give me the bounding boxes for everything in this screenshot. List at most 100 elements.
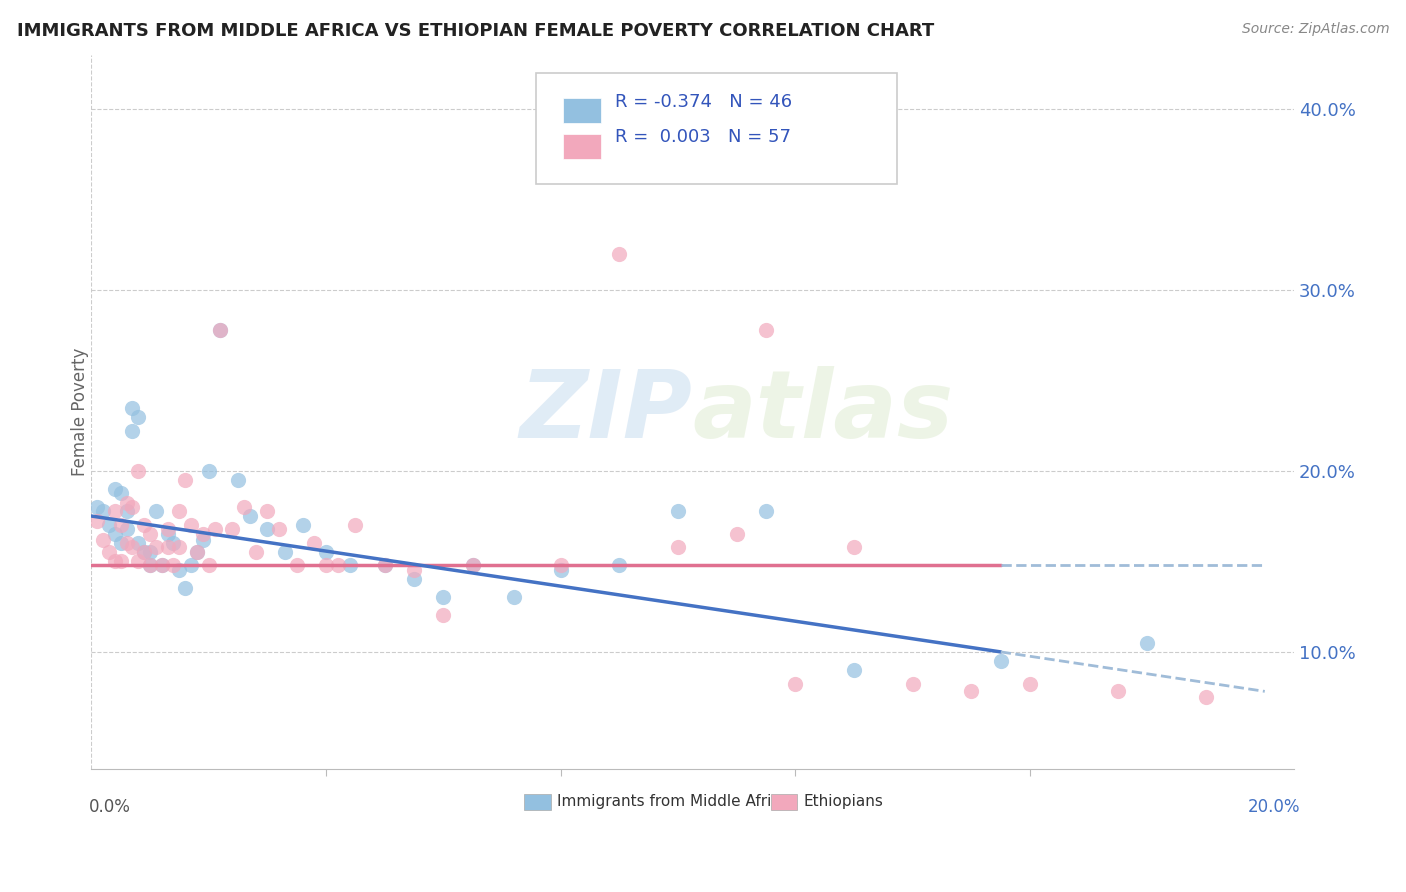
Point xyxy=(150,558,173,572)
Point xyxy=(239,509,262,524)
Point xyxy=(245,545,267,559)
Point xyxy=(162,536,184,550)
Point xyxy=(304,536,326,550)
Point xyxy=(990,654,1012,668)
Point xyxy=(139,545,162,559)
Point xyxy=(785,677,807,691)
Point xyxy=(156,527,179,541)
Point xyxy=(121,540,143,554)
Point xyxy=(609,247,631,261)
Point xyxy=(104,527,127,541)
Text: Source: ZipAtlas.com: Source: ZipAtlas.com xyxy=(1241,22,1389,37)
Point xyxy=(755,503,778,517)
Point xyxy=(145,503,167,517)
FancyBboxPatch shape xyxy=(770,794,797,810)
Point xyxy=(174,582,197,596)
Point xyxy=(461,558,484,572)
Point xyxy=(127,536,149,550)
Point xyxy=(232,500,254,514)
Point xyxy=(115,503,138,517)
Point xyxy=(134,518,156,533)
Text: R =  0.003   N = 57: R = 0.003 N = 57 xyxy=(614,128,790,146)
Point xyxy=(274,545,297,559)
Point xyxy=(174,473,197,487)
Point xyxy=(115,496,138,510)
Point xyxy=(186,545,208,559)
Point xyxy=(121,401,143,415)
Point xyxy=(115,536,138,550)
Point xyxy=(145,540,167,554)
Point xyxy=(285,558,308,572)
Point xyxy=(315,558,337,572)
Point xyxy=(374,558,396,572)
Point xyxy=(204,522,226,536)
Point xyxy=(550,563,572,577)
Text: 20.0%: 20.0% xyxy=(1247,797,1301,815)
Point xyxy=(402,572,425,586)
Point xyxy=(110,554,132,568)
Text: Immigrants from Middle Africa: Immigrants from Middle Africa xyxy=(557,795,789,809)
Point xyxy=(221,522,243,536)
Point xyxy=(256,522,278,536)
Point xyxy=(197,464,219,478)
Point xyxy=(169,563,191,577)
Text: atlas: atlas xyxy=(693,366,955,458)
Point xyxy=(209,323,232,337)
Text: Ethiopians: Ethiopians xyxy=(803,795,883,809)
Point xyxy=(666,540,689,554)
Point xyxy=(326,558,349,572)
Point xyxy=(121,424,143,438)
Point xyxy=(169,503,191,517)
Point xyxy=(180,518,202,533)
Point xyxy=(104,554,127,568)
Point xyxy=(209,323,232,337)
Point xyxy=(104,482,127,496)
Point xyxy=(1136,635,1159,649)
Text: ZIP: ZIP xyxy=(520,366,693,458)
Point xyxy=(156,540,179,554)
Point xyxy=(139,527,162,541)
Point xyxy=(197,558,219,572)
Point xyxy=(156,522,179,536)
Point xyxy=(432,608,454,623)
Point xyxy=(1019,677,1042,691)
Point xyxy=(169,540,191,554)
Point xyxy=(191,533,214,547)
Point xyxy=(127,464,149,478)
Y-axis label: Female Poverty: Female Poverty xyxy=(72,348,89,476)
Point xyxy=(344,518,367,533)
Point xyxy=(842,663,865,677)
Point xyxy=(134,545,156,559)
Point xyxy=(256,503,278,517)
Point xyxy=(186,545,208,559)
Point xyxy=(291,518,314,533)
Point xyxy=(110,518,132,533)
Point xyxy=(755,323,778,337)
Point xyxy=(432,591,454,605)
Point xyxy=(127,554,149,568)
Point xyxy=(842,540,865,554)
Text: R = -0.374   N = 46: R = -0.374 N = 46 xyxy=(614,93,792,111)
Point xyxy=(374,558,396,572)
Point xyxy=(226,473,249,487)
Point xyxy=(86,515,108,529)
Point xyxy=(180,558,202,572)
Point xyxy=(1195,690,1218,704)
Point xyxy=(901,677,924,691)
Point xyxy=(91,503,114,517)
Point xyxy=(609,558,631,572)
Point xyxy=(960,684,983,698)
Point xyxy=(139,558,162,572)
Point xyxy=(402,563,425,577)
Point xyxy=(666,503,689,517)
Point xyxy=(121,500,143,514)
Point xyxy=(502,591,524,605)
Point xyxy=(191,527,214,541)
Point xyxy=(104,503,127,517)
Point xyxy=(1107,684,1129,698)
Point xyxy=(339,558,361,572)
Point xyxy=(139,558,162,572)
Point xyxy=(91,533,114,547)
Point xyxy=(150,558,173,572)
Text: IMMIGRANTS FROM MIDDLE AFRICA VS ETHIOPIAN FEMALE POVERTY CORRELATION CHART: IMMIGRANTS FROM MIDDLE AFRICA VS ETHIOPI… xyxy=(17,22,934,40)
